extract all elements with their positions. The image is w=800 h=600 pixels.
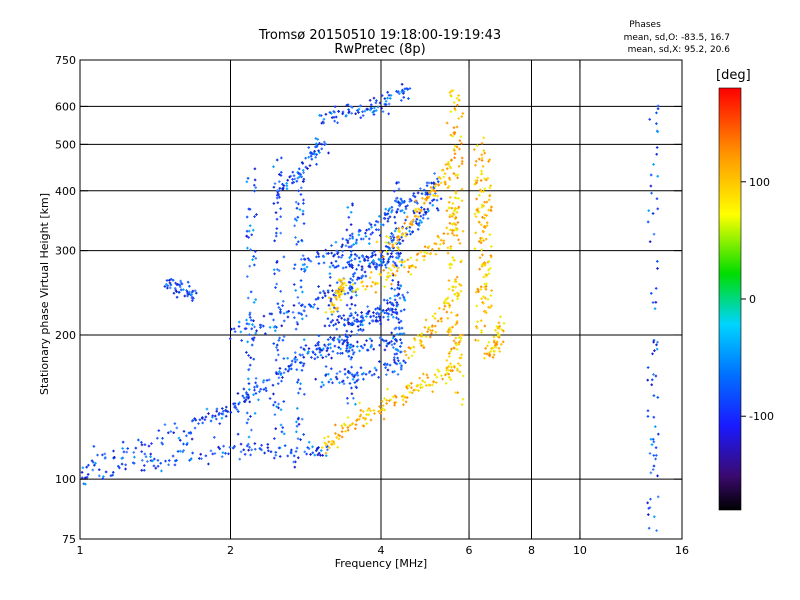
y-tick-label: 75 [62,533,76,546]
x-axis-label: Frequency [MHz] [334,557,428,570]
axis-ticks: 1 2 4 6 8 10 16 75 100 200 300 400 500 600 750 [55,54,689,557]
phase-stat-o-value: -83.5, 16.7 [680,33,730,43]
colorbar-unit-label: [deg] [716,68,751,83]
x-tick-label: 6 [466,544,473,557]
y-tick-label: 750 [55,54,76,67]
phase-colorbar: 100 0 -100 [718,87,774,511]
colorbar-gradient [718,87,742,511]
x-tick-label: 4 [378,544,385,557]
y-tick-label: 100 [55,473,76,486]
y-tick-label: 200 [55,329,76,342]
y-tick-label: 500 [55,138,76,151]
phases-header: Phases [629,20,661,30]
x-tick-label: 8 [528,544,535,557]
echo-points [80,82,660,532]
chart-title: Tromsø 20150510 19:18:00-19:19:43 [258,28,502,43]
x-tick-label: 10 [573,544,587,557]
x-tick-label: 1 [77,544,84,557]
x-tick-label: 16 [675,544,689,557]
y-tick-label: 400 [55,185,76,198]
chart-subtitle: RwPretec (8p) [334,42,426,57]
phase-stat-o-label: mean, sd,O: [623,33,679,43]
y-tick-label: 600 [55,100,76,113]
y-axis-label: Stationary phase Virtual Height [km] [38,192,51,395]
y-tick-label: 300 [55,245,76,258]
phase-stat-x-label: mean, sd,X: [627,45,682,55]
x-tick-label: 2 [227,544,234,557]
colorbar-tick-label: -100 [749,410,774,423]
phase-stat-x-value: 95.2, 20.6 [684,45,730,55]
colorbar-tick-label: 0 [749,293,756,306]
phase-stat-o: mean, sd,O: -83.5, 16.7 [560,33,730,43]
grid-lines [80,60,682,539]
colorbar-tick-label: 100 [749,176,770,189]
phase-stat-x: mean, sd,X: 95.2, 20.6 [560,45,730,55]
